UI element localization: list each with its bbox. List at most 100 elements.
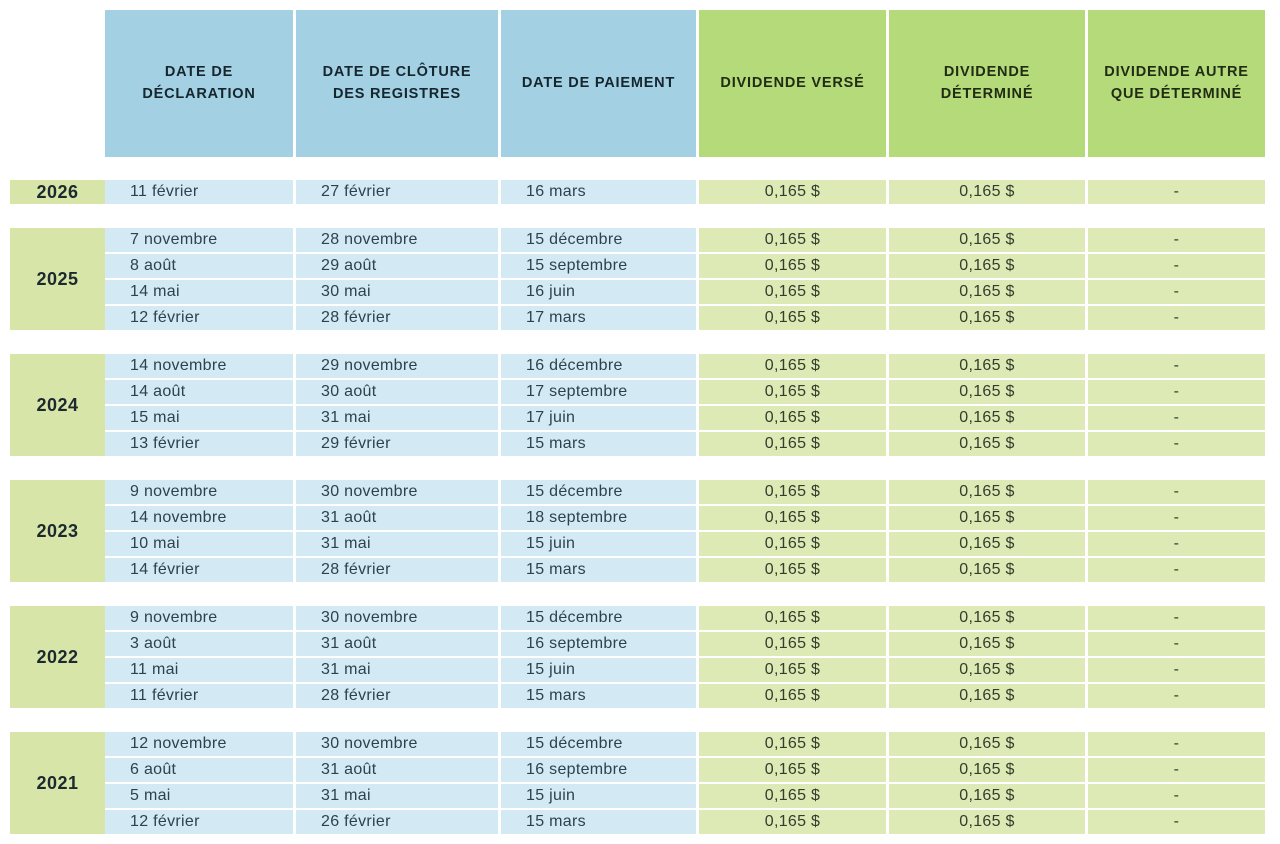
date-cell: 17 mars [501,306,696,330]
date-cell: 30 novembre [296,606,498,630]
date-cell: 16 mars [501,180,696,204]
value-cell: - [1088,632,1265,656]
value-cell: 0,165 $ [699,406,886,430]
value-cell: - [1088,810,1265,834]
year-group-2022: 2022 9 novembre 30 novembre 15 décembre 0,16… [10,606,1265,708]
table-row: 14 février 28 février 15 mars 0,165 $0,165 … [105,558,1265,582]
table-row: 15 mai 31 mai 17 juin 0,165 $0,165 $ - [105,406,1265,430]
year-group-rows: 9 novembre 30 novembre 15 décembre 0,165 $0… [105,480,1265,582]
value-cell: 0,165 $ [699,684,886,708]
value-cell: - [1088,480,1265,504]
date-cell: 16 juin [501,280,696,304]
date-cell: 28 février [296,684,498,708]
date-cell: 12 février [105,810,293,834]
date-cell: 7 novembre [105,228,293,252]
value-cell: - [1088,380,1265,404]
year-group-2026: 2026 11 février 27 février 16 mars 0,165 $0,… [10,180,1265,204]
date-cell: 31 mai [296,406,498,430]
table-row: 7 novembre 28 novembre 15 décembre 0,165 $0… [105,228,1265,252]
date-cell: 31 août [296,758,498,782]
date-cell: 28 février [296,558,498,582]
date-cell: 17 septembre [501,380,696,404]
date-cell: 15 décembre [501,228,696,252]
table-row: 9 novembre 30 novembre 15 décembre 0,165 $0… [105,606,1265,630]
date-cell: 12 février [105,306,293,330]
date-cell: 31 août [296,632,498,656]
table-row: 5 mai 31 mai 15 juin 0,165 $0,165 $ - [105,784,1265,808]
table-row: 8 août 29 août 15 septembre 0,165 $0,165 $ - [105,254,1265,278]
date-cell: 15 mars [501,810,696,834]
year-group-2024: 2024 14 novembre 29 novembre 16 décembre 0,1… [10,354,1265,456]
table-row: 14 novembre 31 août 18 septembre 0,165 $0,1… [105,506,1265,530]
year-label: 2021 [10,732,105,834]
value-cell: 0,165 $ [889,732,1085,756]
date-cell: 29 février [296,432,498,456]
year-group-2025: 2025 7 novembre 28 novembre 15 décembre 0,16… [10,228,1265,330]
date-cell: 28 février [296,306,498,330]
date-cell: 15 mars [501,684,696,708]
year-label: 2025 [10,228,105,330]
value-cell: 0,165 $ [699,354,886,378]
value-cell: 0,165 $ [699,658,886,682]
value-cell: 0,165 $ [889,406,1085,430]
value-cell: 0,165 $ [699,558,886,582]
value-cell: - [1088,228,1265,252]
date-cell: 15 mars [501,432,696,456]
date-cell: 16 décembre [501,354,696,378]
table-row: 12 novembre 30 novembre 15 décembre 0,165 $… [105,732,1265,756]
date-cell: 3 août [105,632,293,656]
date-cell: 15 mars [501,558,696,582]
value-cell: 0,165 $ [889,684,1085,708]
date-cell: 18 septembre [501,506,696,530]
date-cell: 15 mai [105,406,293,430]
date-cell: 28 novembre [296,228,498,252]
year-label: 2024 [10,354,105,456]
value-cell: 0,165 $ [699,810,886,834]
value-cell: 0,165 $ [699,606,886,630]
year-group-2023: 2023 9 novembre 30 novembre 15 décembre 0,16… [10,480,1265,582]
value-cell: - [1088,732,1265,756]
value-cell: 0,165 $ [699,758,886,782]
value-cell: 0,165 $ [699,732,886,756]
year-label: 2026 [10,180,105,204]
date-cell: 30 novembre [296,480,498,504]
value-cell: - [1088,180,1265,204]
value-cell: 0,165 $ [699,306,886,330]
value-cell: - [1088,306,1265,330]
table-row: 11 mai 31 mai 15 juin 0,165 $0,165 $ - [105,658,1265,682]
value-cell: 0,165 $ [889,506,1085,530]
value-cell: - [1088,532,1265,556]
value-cell: 0,165 $ [699,480,886,504]
value-cell: - [1088,254,1265,278]
date-cell: 15 septembre [501,254,696,278]
date-cell: 30 mai [296,280,498,304]
date-cell: 16 septembre [501,758,696,782]
date-cell: 15 décembre [501,480,696,504]
year-group-rows: 12 novembre 30 novembre 15 décembre 0,165 $… [105,732,1265,834]
year-group-rows: 11 février 27 février 16 mars 0,165 $0,165 … [105,180,1265,204]
value-cell: 0,165 $ [889,354,1085,378]
date-cell: 9 novembre [105,606,293,630]
value-cell: 0,165 $ [889,180,1085,204]
date-cell: 15 juin [501,658,696,682]
value-cell: - [1088,280,1265,304]
value-cell: 0,165 $ [889,280,1085,304]
value-cell: - [1088,658,1265,682]
year-group-2021: 2021 12 novembre 30 novembre 15 décembre 0,1… [10,732,1265,834]
value-cell: - [1088,432,1265,456]
date-cell: 14 mai [105,280,293,304]
value-cell: 0,165 $ [889,810,1085,834]
date-cell: 14 août [105,380,293,404]
date-cell: 13 février [105,432,293,456]
date-cell: 9 novembre [105,480,293,504]
date-cell: 31 mai [296,658,498,682]
value-cell: 0,165 $ [889,558,1085,582]
value-cell: - [1088,558,1265,582]
date-cell: 29 novembre [296,354,498,378]
table-row: 13 février 29 février 15 mars 0,165 $0,165 … [105,432,1265,456]
table-row: 14 août 30 août 17 septembre 0,165 $0,165 $… [105,380,1265,404]
value-cell: 0,165 $ [889,532,1085,556]
value-cell: - [1088,354,1265,378]
table-row: 10 mai 31 mai 15 juin 0,165 $0,165 $ - [105,532,1265,556]
